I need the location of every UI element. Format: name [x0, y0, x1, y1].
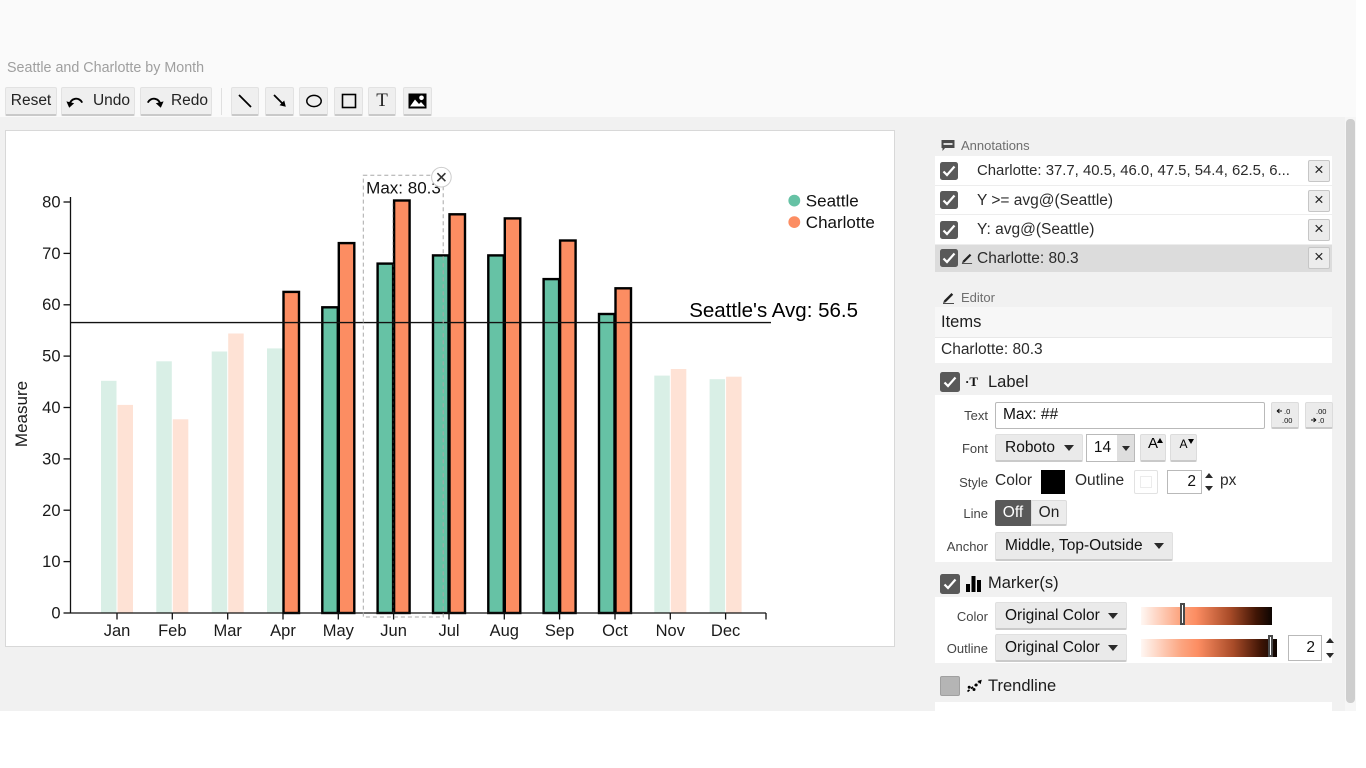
svg-text:Seattle: Seattle [806, 191, 859, 210]
svg-text:Mar: Mar [213, 622, 242, 640]
svg-text:Measure: Measure [12, 381, 31, 447]
svg-text:.0: .0 [1318, 416, 1324, 425]
svg-text:.00: .00 [1282, 416, 1292, 425]
svg-text:50: 50 [42, 348, 60, 366]
svg-text:Jun: Jun [380, 622, 407, 640]
svg-text:0: 0 [51, 605, 60, 623]
svg-text:Jul: Jul [438, 622, 459, 640]
svg-text:Apr: Apr [270, 622, 296, 640]
svg-text:.0: .0 [1284, 407, 1290, 416]
svg-text:Dec: Dec [711, 622, 740, 640]
svg-text:.00: .00 [1316, 407, 1326, 416]
svg-text:Max: 80.3: Max: 80.3 [366, 179, 441, 198]
svg-text:Aug: Aug [490, 622, 519, 640]
svg-text:Feb: Feb [158, 622, 186, 640]
svg-text:30: 30 [42, 450, 60, 468]
svg-text:70: 70 [42, 245, 60, 263]
svg-text:10: 10 [42, 553, 60, 571]
svg-text:Sep: Sep [545, 622, 574, 640]
svg-text:Charlotte: Charlotte [806, 213, 875, 232]
svg-text:Oct: Oct [602, 622, 628, 640]
svg-text:Jan: Jan [104, 622, 131, 640]
svg-text:May: May [323, 622, 355, 640]
svg-text:80: 80 [42, 194, 60, 212]
svg-text:40: 40 [42, 399, 60, 417]
svg-text:60: 60 [42, 296, 60, 314]
svg-text:20: 20 [42, 502, 60, 520]
svg-text:Seattle's Avg: 56.5: Seattle's Avg: 56.5 [689, 299, 858, 322]
svg-text:Nov: Nov [656, 622, 686, 640]
